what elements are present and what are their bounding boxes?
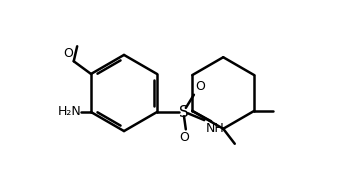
Text: methoxy: methoxy xyxy=(74,44,80,45)
Text: H₂N: H₂N xyxy=(58,105,82,118)
Text: O: O xyxy=(63,47,73,60)
Text: S: S xyxy=(179,105,188,120)
Text: O: O xyxy=(195,80,205,93)
Text: O: O xyxy=(180,131,190,144)
Text: NH: NH xyxy=(206,122,224,135)
